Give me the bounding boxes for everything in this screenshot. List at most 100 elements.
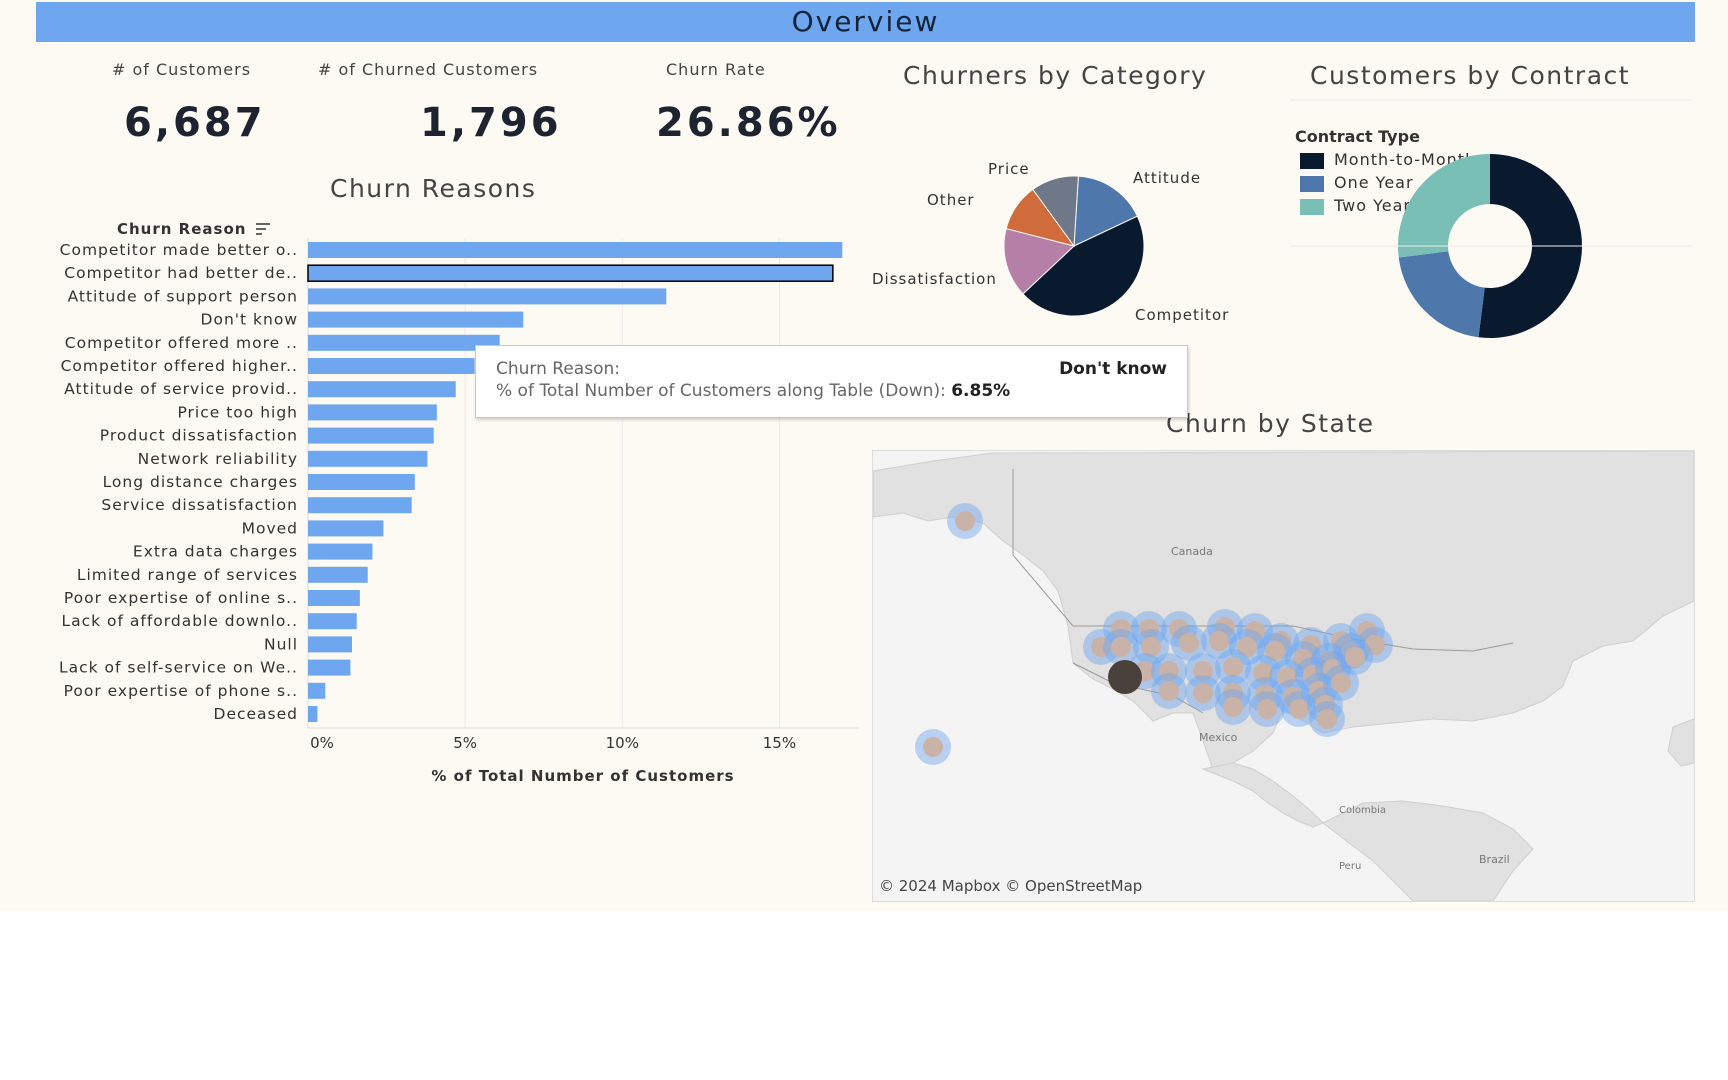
churn-by-state-map[interactable]: Canada Mexico Colombia Peru Brazil © 202…	[872, 450, 1695, 902]
contract-legend-item[interactable]: Two Year	[1300, 196, 1411, 215]
state-marker[interactable]	[1265, 641, 1285, 661]
state-marker[interactable]	[1289, 699, 1309, 719]
churn-by-state-title: Churn by State	[1166, 409, 1375, 438]
title-bar: Overview	[36, 2, 1695, 42]
bar[interactable]	[308, 474, 415, 490]
state-marker[interactable]	[1237, 637, 1257, 657]
bar[interactable]	[308, 659, 351, 676]
state-marker[interactable]	[1139, 619, 1159, 639]
bar-category-label: Lack of affordable downlo..	[61, 612, 298, 630]
bar-category-label: Poor expertise of phone s..	[64, 682, 298, 700]
donut-slice[interactable]	[1478, 154, 1582, 338]
state-marker[interactable]	[1253, 663, 1273, 683]
state-marker-highlight[interactable]	[1108, 660, 1142, 694]
state-marker[interactable]	[1159, 681, 1179, 701]
churners-by-category-title: Churners by Category	[903, 61, 1208, 90]
state-marker[interactable]	[1317, 709, 1337, 729]
contract-legend-item[interactable]: One Year	[1300, 173, 1414, 192]
state-marker[interactable]	[1331, 673, 1351, 693]
state-marker[interactable]	[1257, 699, 1277, 719]
kpi-churned-value: 1,796	[420, 100, 562, 146]
pie-slice-label: Dissatisfaction	[872, 270, 997, 288]
map-canvas: Canada Mexico Colombia Peru Brazil	[873, 451, 1694, 901]
state-marker[interactable]	[1223, 657, 1243, 677]
bar-category-label: Network reliability	[138, 450, 298, 468]
bar[interactable]	[308, 543, 373, 560]
churn-reasons-bar-chart: Churn Reason Competitor made better o.. Co…	[59, 220, 858, 785]
donut-slice[interactable]	[1398, 154, 1490, 258]
pie-slice[interactable]	[1003, 227, 1076, 295]
bar-category-label: Null	[264, 635, 298, 653]
state-marker[interactable]	[1193, 683, 1213, 703]
bar[interactable]	[308, 427, 434, 444]
bar-category-label: Competitor had better de..	[64, 264, 298, 282]
state-marker[interactable]	[955, 511, 975, 531]
state-marker[interactable]	[923, 737, 943, 757]
bar[interactable]	[308, 613, 357, 630]
bar[interactable]	[308, 404, 437, 421]
map-credit: © 2024 Mapbox © OpenStreetMap	[879, 877, 1143, 895]
legend-label: One Year	[1334, 173, 1414, 192]
bar[interactable]	[308, 636, 352, 653]
tooltip-reason-value-text: Don't know	[1059, 359, 1167, 379]
state-marker[interactable]	[1345, 647, 1365, 667]
pie-slice[interactable]	[1073, 175, 1139, 247]
legend-swatch	[1300, 175, 1324, 192]
tooltip-reason-value: Don't know	[1059, 359, 1167, 379]
state-marker[interactable]	[1277, 667, 1297, 687]
state-marker[interactable]	[1223, 683, 1243, 703]
tooltip-percent-value: 6.85%	[951, 381, 1011, 401]
bar[interactable]	[308, 590, 360, 606]
pie-slice-label: Attitude	[1133, 169, 1201, 187]
bar[interactable]	[308, 497, 412, 514]
pie-slice-label: Other	[927, 191, 975, 209]
bar[interactable]	[308, 288, 667, 305]
bar[interactable]	[307, 264, 834, 282]
bar-category-label: Service dissatisfaction	[101, 496, 298, 514]
contract-legend-title: Contract Type	[1295, 127, 1420, 146]
state-marker[interactable]	[1111, 619, 1131, 639]
map-label-colombia: Colombia	[1339, 805, 1386, 816]
bar-tick-label: 10%	[606, 734, 639, 752]
state-marker[interactable]	[1169, 619, 1189, 639]
kpi-customers-value: 6,687	[124, 100, 266, 146]
kpi-customers-label: # of Customers	[112, 60, 252, 79]
bar[interactable]	[308, 520, 384, 537]
pie-slice[interactable]	[1022, 215, 1145, 317]
state-marker[interactable]	[1091, 637, 1111, 657]
state-marker[interactable]	[1365, 635, 1385, 655]
state-marker[interactable]	[1179, 633, 1199, 653]
bar[interactable]	[308, 311, 524, 328]
map-state-markers[interactable]	[915, 503, 1393, 765]
state-marker[interactable]	[1303, 665, 1323, 685]
tooltip-percent-label: % of Total Number of Customers along Tab…	[496, 381, 946, 401]
pie-slice[interactable]	[1032, 175, 1079, 248]
map-border-us-canada	[1012, 469, 1514, 652]
dashboard: Overview # of Customers 6,687 # of Churn…	[0, 0, 1728, 911]
bar[interactable]	[308, 706, 318, 722]
state-marker[interactable]	[1111, 637, 1131, 657]
bar[interactable]	[308, 682, 326, 699]
bar[interactable]	[308, 242, 843, 258]
bar-tick-label: 0%	[310, 734, 334, 752]
state-marker[interactable]	[1141, 637, 1161, 657]
state-marker[interactable]	[1293, 649, 1313, 669]
map-border-us-mexico	[1072, 662, 1204, 714]
state-marker[interactable]	[1209, 631, 1229, 651]
contract-legend-item[interactable]: Month-to-Month	[1300, 150, 1476, 169]
bar[interactable]	[308, 334, 500, 351]
state-marker[interactable]	[1223, 697, 1243, 717]
bar[interactable]	[308, 450, 428, 467]
state-marker[interactable]	[1159, 661, 1179, 681]
state-marker[interactable]	[1245, 621, 1265, 641]
donut-slice[interactable]	[1398, 251, 1485, 338]
state-marker[interactable]	[1193, 661, 1213, 681]
map-label-brazil: Brazil	[1479, 853, 1510, 866]
bar[interactable]	[308, 381, 456, 398]
bar[interactable]	[308, 566, 368, 583]
bar-category-label: Competitor made better o..	[60, 241, 298, 259]
legend-label: Month-to-Month	[1334, 150, 1477, 169]
page-title: Overview	[791, 5, 940, 38]
map-label-canada: Canada	[1171, 545, 1213, 558]
bar[interactable]	[308, 358, 475, 374]
